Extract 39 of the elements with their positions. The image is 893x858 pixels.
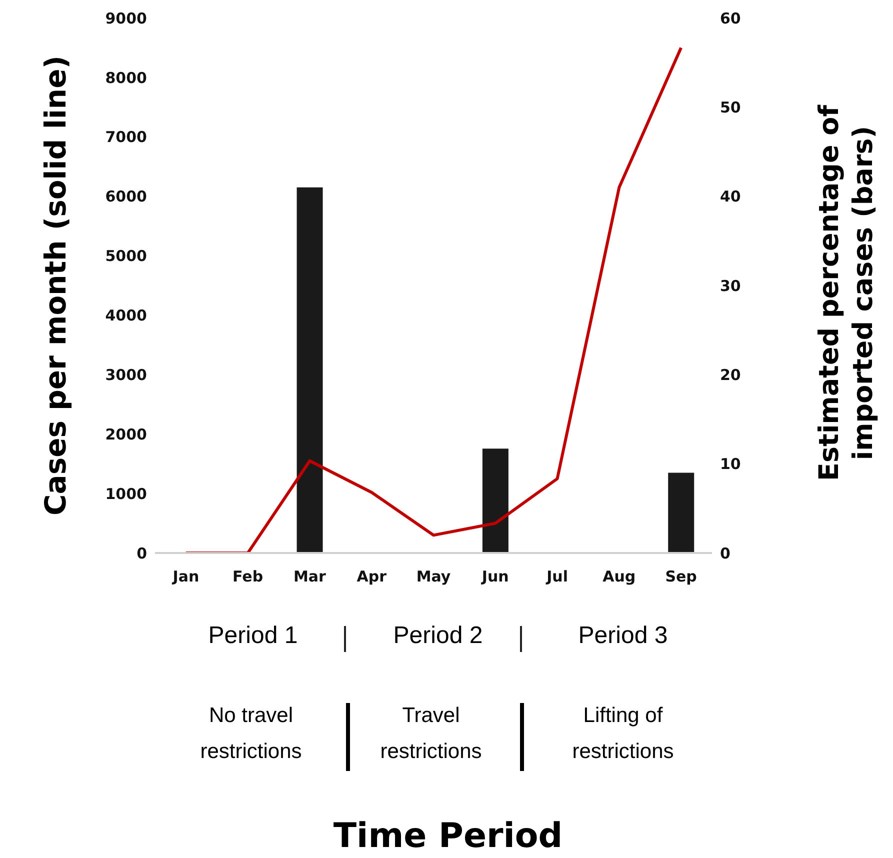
y-tick-label: 0 [136, 544, 147, 562]
y2-tick-label: 0 [720, 544, 730, 562]
text: Time Period [332, 816, 564, 856]
line-series [184, 46, 683, 553]
y-tick-label: 9000 [105, 9, 147, 28]
y-tick-label: 4000 [105, 306, 147, 325]
y-axis-title: Cases per month (solid line) [38, 56, 72, 516]
y2-axis-title: Estimated percentage of imported cases (bars) [814, 104, 879, 481]
y2-tick-label: 30 [720, 276, 741, 295]
y2-tick-label: 60 [720, 9, 741, 28]
x-tick-label: Jun [480, 568, 509, 586]
x-tick-label: Feb [232, 568, 264, 586]
y-tick-label: 5000 [105, 247, 147, 266]
x-tick-label: Jul [546, 568, 568, 586]
text: No travel restrictions [199, 703, 303, 765]
y2-tick-label: 50 [720, 98, 741, 116]
y2-tick-label: 20 [720, 366, 741, 384]
y-tick-label: 8000 [105, 68, 147, 87]
y2-tick-label: 40 [720, 188, 741, 206]
bar [668, 472, 694, 553]
y-tick-label: 1000 [105, 484, 147, 503]
text: Period 1 [207, 622, 299, 650]
y-tick-label: 7000 [105, 128, 147, 146]
x-tick-label: Jan [172, 568, 200, 586]
x-tick-label: Mar [293, 568, 327, 586]
text: Period 2 [392, 622, 484, 650]
x-tick-label: May [416, 568, 451, 586]
y2-tick-label: 10 [720, 455, 741, 474]
y-tick-label: 6000 [105, 188, 147, 206]
text: Lifting of restrictions [571, 703, 675, 765]
bar [296, 187, 323, 553]
x-tick-label: Sep [665, 568, 698, 586]
y-tick-label: 2000 [105, 425, 147, 444]
bar [482, 448, 508, 553]
x-tick-label: Apr [356, 568, 388, 586]
y-tick-label: 3000 [105, 366, 147, 384]
text: Period 3 [577, 622, 669, 650]
x-tick-label: Aug [602, 568, 636, 586]
text: Travel restrictions [379, 703, 483, 765]
